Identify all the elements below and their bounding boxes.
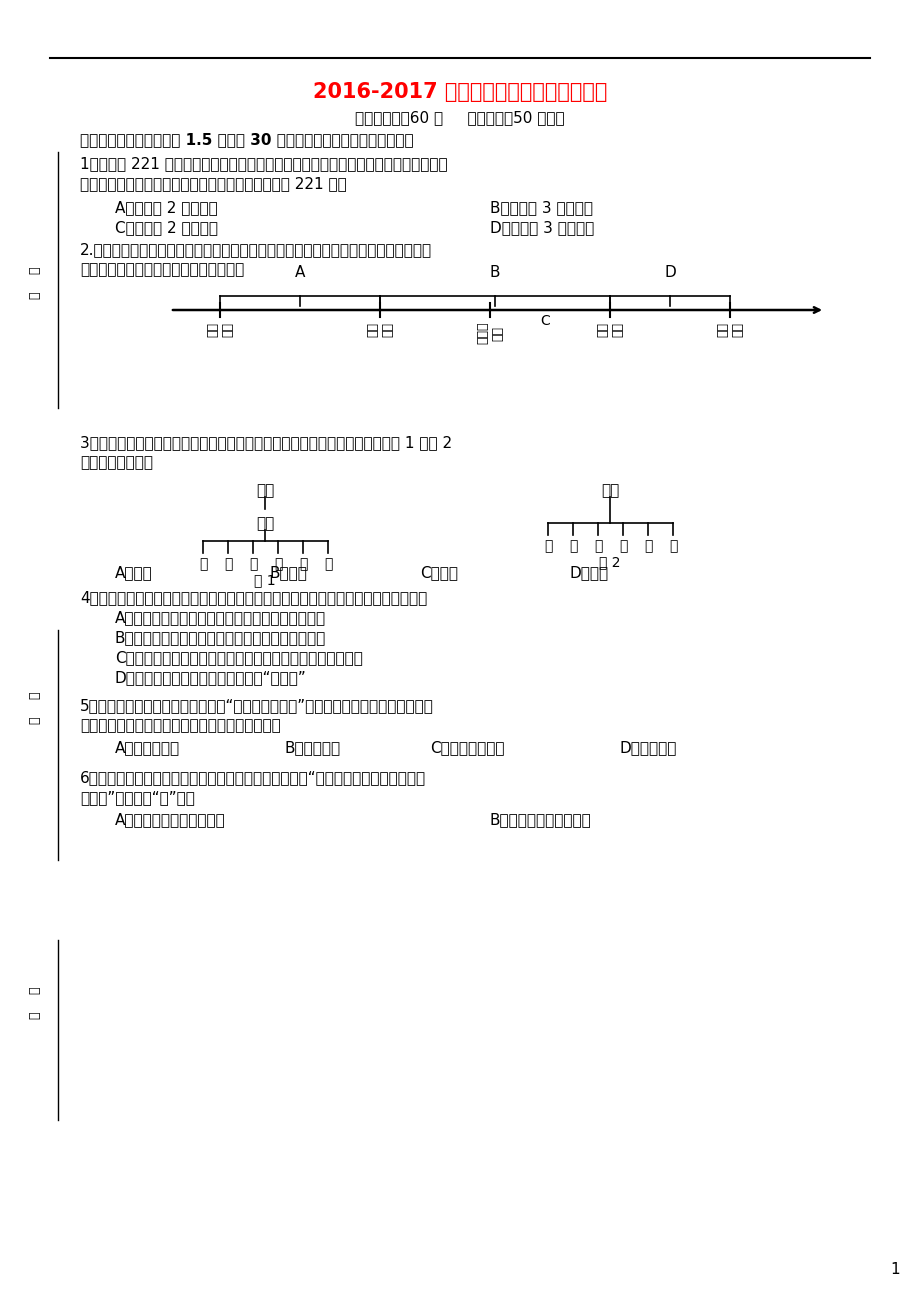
Text: D: D — [664, 265, 675, 280]
Text: C．唐朝: C．唐朝 — [420, 566, 458, 580]
Text: C．赤壁之战中，孙刘联军发射火炮、火箭，点燃曹军的战船: C．赤壁之战中，孙刘联军发射火炮、火箭，点燃曹军的战船 — [115, 650, 362, 666]
Text: 工: 工 — [668, 540, 676, 552]
Text: 6．洋务运动开启了中国近代化进程，有人说洋务运动是“有心栽花花不开，无心插柳: 6．洋务运动开启了中国近代化进程，有人说洋务运动是“有心栽花花不开，无心插柳 — [80, 770, 425, 785]
Text: A．公元前 2 世纪早期: A．公元前 2 世纪早期 — [115, 200, 218, 214]
Text: B．汉朝: B．汉朝 — [269, 566, 308, 580]
Text: 别: 别 — [28, 291, 41, 299]
Text: 2.《史记》和《资治通鉴》是我国古代两部著名的史学著作。下面示意图中，哪一字母: 2.《史记》和《资治通鉴》是我国古代两部著名的史学著作。下面示意图中，哪一字母 — [80, 242, 432, 257]
Text: 汉武帝
时期: 汉武帝 时期 — [475, 322, 504, 344]
Text: D．公元前 3 世纪晚期: D．公元前 3 世纪晚期 — [490, 220, 594, 235]
Text: D．在手术之前，华佗先给病人服下“麻游散”: D．在手术之前，华佗先给病人服下“麻游散” — [115, 670, 306, 685]
Text: 图 1: 图 1 — [254, 573, 276, 588]
Text: A．官渡之战前，袁绍通过运河将军队迅速调往前线: A．官渡之战前，袁绍通过运河将军队迅速调往前线 — [115, 610, 325, 625]
Text: 刑: 刑 — [643, 540, 652, 552]
Text: 5．清朝龚自珍的《己亥杂诗》中有“万马齐嗑究可哀”的诗句，比喻清王朝扬杀人才，: 5．清朝龚自珍的《己亥杂诗》中有“万马齐嗑究可哀”的诗句，比喻清王朝扬杀人才， — [80, 698, 434, 712]
Text: 卷: 卷 — [28, 266, 41, 274]
Text: 礼: 礼 — [593, 540, 602, 552]
Text: 五代
时期: 五代 时期 — [596, 322, 623, 337]
Text: 丞相: 丞相 — [255, 516, 274, 530]
Text: 户: 户 — [223, 556, 232, 571]
Text: 北宋
时期: 北宋 时期 — [715, 322, 743, 337]
Text: 所代表时期的史实在这两部书中都能查阅: 所代表时期的史实在这两部书中都能查阅 — [80, 263, 244, 277]
Text: 了春秋战国以来诸侯国长期割据争战的局面。公元前 221 年是: 了春秋战国以来诸侯国长期割据争战的局面。公元前 221 年是 — [80, 176, 346, 191]
Text: 工: 工 — [323, 556, 332, 571]
Text: 2016-2017 学年度中考模拟测试历史试卷: 2016-2017 学年度中考模拟测试历史试卷 — [312, 82, 607, 101]
Text: C: C — [539, 315, 550, 328]
Text: 到处死气沉沉的情况。造成这种局面的主要原因是: 到处死气沉沉的情况。造成这种局面的主要原因是 — [80, 718, 280, 733]
Text: 发生变化的朝代是: 发生变化的朝代是 — [80, 455, 153, 471]
Text: 1．公元前 221 年秦始皇建立了我国历史上第一个统一的多民族的中央集权国家，结束: 1．公元前 221 年秦始皇建立了我国历史上第一个统一的多民族的中央集权国家，结… — [80, 156, 448, 172]
Text: 班: 班 — [28, 987, 41, 993]
Text: 礼: 礼 — [248, 556, 257, 571]
Text: 兵: 兵 — [274, 556, 282, 571]
Text: B．曹操用《齐民要术》指导屯田农民提高生产技术: B．曹操用《齐民要术》指导屯田农民提高生产技术 — [115, 630, 326, 645]
Text: C．公元前 2 世纪晚期: C．公元前 2 世纪晚期 — [115, 220, 218, 235]
Text: 一、单项选择题（每小题 1.5 分，共 30 分。每小题只有一个最佳答案。）: 一、单项选择题（每小题 1.5 分，共 30 分。每小题只有一个最佳答案。） — [80, 133, 414, 147]
Text: 名: 名 — [28, 716, 41, 724]
Text: 姓: 姓 — [28, 692, 41, 699]
Text: B: B — [489, 265, 500, 280]
Text: 黄帝
时期: 黄帝 时期 — [206, 322, 233, 337]
Text: 1: 1 — [890, 1262, 899, 1278]
Text: 柳成药”。这里的“柳”是指: 柳成药”。这里的“柳”是指 — [80, 790, 195, 805]
Text: 户: 户 — [568, 540, 576, 552]
Text: 皇帝: 皇帝 — [600, 484, 618, 498]
Text: A．增强了封建统治的力量: A．增强了封建统治的力量 — [115, 812, 225, 827]
Text: 皇帝: 皇帝 — [255, 484, 274, 498]
Text: B．科举制度: B．科举制度 — [285, 740, 341, 755]
Text: D．明朝: D．明朝 — [570, 566, 608, 580]
Text: 刑: 刑 — [299, 556, 307, 571]
Text: B．引进西方的科学技术: B．引进西方的科学技术 — [490, 812, 591, 827]
Text: （试卷满分：60 分     考试时间：50 分钟）: （试卷满分：60 分 考试时间：50 分钟） — [355, 111, 564, 125]
Text: 兵: 兵 — [618, 540, 627, 552]
Text: 战国
时期: 战国 时期 — [366, 322, 393, 337]
Text: 4．如果你是电视连续剧《三国演义》的导演，下列场景中唯一有可能在剧中出现的是: 4．如果你是电视连续剧《三国演义》的导演，下列场景中唯一有可能在剧中出现的是 — [80, 590, 426, 605]
Text: A．大嵌文字狱: A．大嵌文字狱 — [115, 740, 180, 755]
Text: 3．我国古代君主专制制度延续了两千多年，历朝专制统治不断加强。下面从图 1 到图 2: 3．我国古代君主专制制度延续了两千多年，历朝专制统治不断加强。下面从图 1 到图… — [80, 436, 451, 450]
Text: B．公元前 3 世纪早期: B．公元前 3 世纪早期 — [490, 200, 593, 214]
Text: D．八股取士: D．八股取士 — [619, 740, 676, 755]
Text: 图 2: 图 2 — [598, 555, 620, 569]
Text: C．军机处的设立: C．军机处的设立 — [429, 740, 504, 755]
Text: 吓: 吓 — [543, 540, 551, 552]
Text: A: A — [294, 265, 305, 280]
Text: A．秦朝: A．秦朝 — [115, 566, 153, 580]
Text: 级: 级 — [28, 1011, 41, 1019]
Text: 吓: 吓 — [199, 556, 207, 571]
